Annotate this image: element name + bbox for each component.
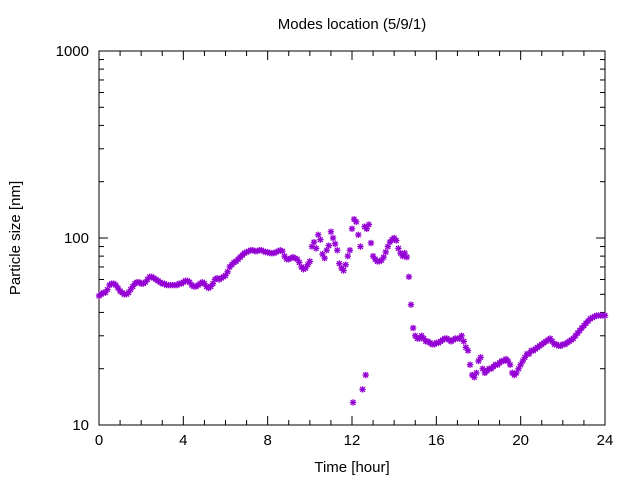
- data-point: [340, 267, 347, 274]
- axis-ticks: [98, 50, 606, 426]
- data-point: [525, 350, 533, 358]
- x-tick-label: 16: [428, 432, 445, 449]
- data-point: [405, 273, 413, 281]
- data-point: [344, 252, 351, 260]
- data-point: [317, 236, 324, 243]
- x-tick-label: 20: [512, 432, 529, 449]
- data-point: [362, 371, 369, 379]
- data-point: [353, 218, 360, 226]
- data-point: [349, 399, 357, 406]
- data-point: [367, 239, 375, 247]
- x-tick-label: 8: [263, 432, 271, 449]
- data-point: [293, 256, 301, 263]
- x-tick-label: 0: [95, 432, 103, 449]
- data-point: [601, 312, 609, 319]
- data-points: [95, 216, 609, 406]
- data-point: [312, 245, 320, 252]
- x-tick-labels: 0 4 8 12 16 20 24: [95, 432, 614, 449]
- data-point: [382, 248, 389, 256]
- data-point: [477, 354, 484, 361]
- plot-area-border: [98, 50, 606, 426]
- y-tick-labels: 10 100 1000: [56, 43, 89, 434]
- data-point: [306, 258, 314, 265]
- data-point: [506, 361, 514, 368]
- data-point: [279, 247, 286, 255]
- data-point: [458, 332, 465, 339]
- x-tick-label: 4: [179, 432, 187, 449]
- data-point: [321, 254, 328, 262]
- data-point: [331, 240, 339, 248]
- data-point: [365, 221, 373, 228]
- data-point: [359, 386, 366, 393]
- data-point: [355, 231, 362, 239]
- y-tick-label: 1000: [56, 43, 89, 60]
- data-point: [334, 247, 341, 254]
- data-point: [310, 238, 318, 246]
- x-tick-label: 12: [344, 432, 361, 449]
- data-point: [464, 347, 472, 354]
- y-tick-label: 10: [72, 417, 89, 434]
- x-axis-label: Time [hour]: [314, 459, 389, 476]
- data-point: [357, 243, 364, 250]
- data-point: [393, 237, 400, 244]
- y-axis-label: Particle size [nm]: [7, 181, 24, 295]
- data-point: [407, 301, 415, 308]
- data-point: [466, 361, 474, 368]
- data-point: [460, 338, 467, 345]
- data-point: [403, 253, 411, 261]
- data-point: [342, 261, 349, 268]
- data-point: [327, 228, 335, 235]
- data-point: [325, 242, 333, 249]
- data-point: [348, 225, 356, 232]
- y-tick-label: 100: [64, 230, 89, 247]
- data-point: [315, 231, 322, 239]
- data-point: [329, 234, 337, 242]
- data-point: [380, 253, 387, 261]
- data-point: [346, 247, 354, 254]
- data-point: [409, 324, 417, 332]
- data-point: [104, 286, 111, 293]
- x-tick-label: 24: [597, 432, 614, 449]
- chart-title: Modes location (5/9/1): [278, 16, 426, 33]
- data-point: [473, 369, 480, 377]
